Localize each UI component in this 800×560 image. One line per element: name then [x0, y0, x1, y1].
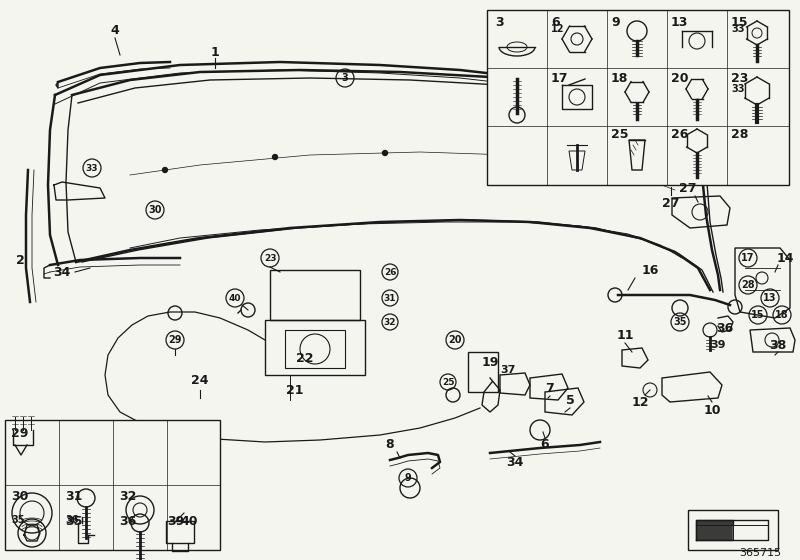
Text: 40: 40 [229, 293, 242, 302]
Text: 34: 34 [54, 265, 70, 278]
Text: 25: 25 [611, 128, 629, 141]
Text: 18: 18 [775, 310, 789, 320]
Text: 35: 35 [11, 515, 25, 525]
Text: 20: 20 [671, 72, 689, 85]
Text: 15: 15 [731, 16, 749, 29]
Text: 11: 11 [616, 329, 634, 342]
Text: 21: 21 [286, 384, 304, 396]
Bar [166, 521, 194, 543]
Text: 36: 36 [65, 515, 78, 525]
Text: 30: 30 [11, 490, 28, 503]
Text: 6: 6 [551, 16, 560, 29]
Circle shape [382, 151, 387, 156]
Text: 33: 33 [86, 164, 98, 172]
Text: 35: 35 [65, 515, 82, 528]
Text: 27: 27 [662, 197, 680, 209]
Text: 1: 1 [210, 45, 219, 58]
Text: 25: 25 [442, 377, 454, 386]
Text: 5: 5 [566, 394, 574, 407]
Text: 14: 14 [776, 251, 794, 264]
Text: 10: 10 [703, 404, 721, 417]
Text: 9: 9 [611, 16, 620, 29]
Text: 20: 20 [448, 335, 462, 345]
Circle shape [162, 167, 167, 172]
Text: 16: 16 [642, 264, 658, 277]
Bar [468, 352, 498, 392]
Text: 18: 18 [611, 72, 628, 85]
Text: 28: 28 [731, 128, 748, 141]
Circle shape [273, 155, 278, 160]
Text: 29: 29 [11, 427, 28, 440]
Bar [487, 10, 789, 185]
Text: 37: 37 [500, 365, 516, 375]
Text: 27: 27 [679, 181, 697, 194]
Text: 26: 26 [671, 128, 688, 141]
Text: 23: 23 [731, 72, 748, 85]
Text: 19: 19 [482, 356, 498, 368]
Text: 7: 7 [546, 381, 554, 394]
Bar [688, 510, 778, 550]
Text: 36: 36 [716, 321, 734, 334]
Text: 2: 2 [16, 254, 24, 267]
Text: 22: 22 [296, 352, 314, 365]
Text: 34: 34 [506, 456, 524, 469]
Text: 39: 39 [167, 515, 184, 528]
Text: 13: 13 [763, 293, 777, 303]
Text: 23: 23 [264, 254, 276, 263]
Text: 12: 12 [631, 395, 649, 408]
Text: 12: 12 [551, 24, 565, 34]
Text: 365715: 365715 [739, 548, 781, 558]
Text: 8: 8 [386, 438, 394, 451]
Text: 33: 33 [731, 24, 745, 34]
Text: 29: 29 [168, 335, 182, 345]
Text: 15: 15 [751, 310, 765, 320]
Text: 28: 28 [741, 280, 755, 290]
Text: 38: 38 [770, 338, 786, 352]
Circle shape [493, 153, 498, 158]
Bar [5, 420, 220, 550]
Text: 32: 32 [119, 490, 136, 503]
Text: 40: 40 [180, 515, 198, 528]
Text: 3: 3 [495, 16, 504, 29]
Text: 13: 13 [671, 16, 688, 29]
Text: 3: 3 [342, 73, 348, 83]
Text: 6: 6 [541, 438, 550, 451]
Circle shape [562, 162, 567, 167]
Text: 31: 31 [65, 490, 82, 503]
Text: 30: 30 [148, 205, 162, 215]
Text: 36: 36 [119, 515, 136, 528]
Text: 33: 33 [731, 84, 745, 94]
Text: 26: 26 [384, 268, 396, 277]
Text: 32: 32 [384, 318, 396, 326]
Text: 35: 35 [674, 317, 686, 327]
Text: 9: 9 [405, 473, 411, 483]
Text: 31: 31 [384, 293, 396, 302]
Text: 24: 24 [191, 374, 209, 386]
Text: 17: 17 [742, 253, 754, 263]
Text: 4: 4 [110, 24, 119, 36]
Bar [270, 270, 360, 320]
Text: 39: 39 [710, 340, 726, 350]
Bar [285, 330, 345, 368]
Text: 17: 17 [551, 72, 569, 85]
Bar [265, 320, 365, 375]
